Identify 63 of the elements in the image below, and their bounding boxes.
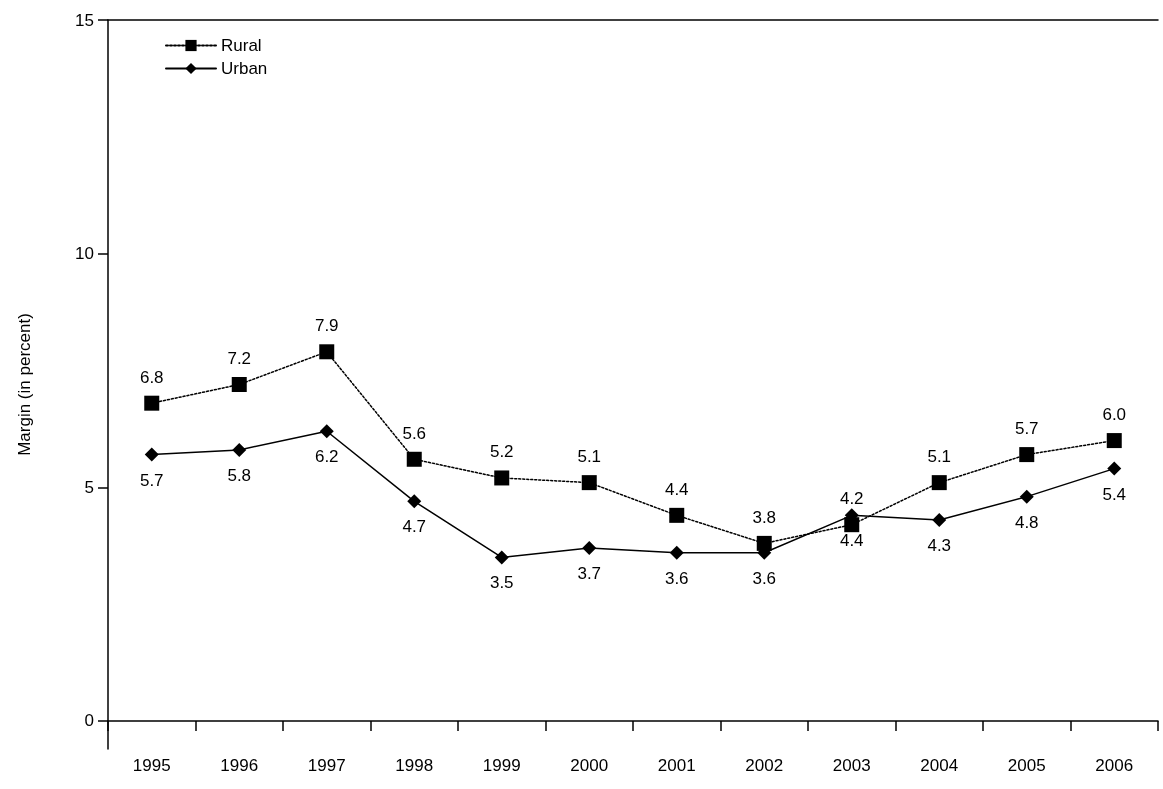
x-tick-label: 2004 <box>920 756 959 775</box>
point <box>932 513 947 528</box>
data-label: 4.2 <box>839 489 864 509</box>
data-label: 6.8 <box>139 367 164 387</box>
data-label: 7.2 <box>227 349 252 368</box>
data-label: 5.8 <box>227 465 252 485</box>
data-label: 3.6 <box>664 568 689 588</box>
data-label: 3.5 <box>489 573 514 593</box>
y-tick-label: 10 <box>75 244 94 264</box>
point <box>144 395 160 411</box>
point <box>669 545 684 560</box>
y-tick-label: 0 <box>84 711 94 731</box>
y-tick-label: 5 <box>84 477 94 497</box>
x-tick-label: 2001 <box>657 756 696 775</box>
point <box>494 470 510 486</box>
point <box>581 475 597 491</box>
x-tick-label: 1998 <box>395 756 434 775</box>
data-label: 7.9 <box>314 316 339 336</box>
point <box>669 507 685 523</box>
x-tick-label: 2005 <box>1007 756 1046 775</box>
data-label: 4.3 <box>927 536 952 556</box>
point <box>144 447 159 462</box>
data-label: 6.0 <box>1102 405 1127 425</box>
point <box>1019 447 1035 463</box>
x-tick-label: 1995 <box>132 756 171 775</box>
x-tick-label: 2000 <box>570 756 609 775</box>
point <box>1019 489 1034 504</box>
legend-label: Rural <box>221 36 262 55</box>
data-label: 5.6 <box>402 423 427 443</box>
data-label: 5.2 <box>489 442 514 462</box>
point <box>1107 461 1122 476</box>
point <box>406 451 422 467</box>
y-tick-label: 15 <box>75 10 94 30</box>
x-tick-label: 2006 <box>1095 756 1134 775</box>
data-label: 4.4 <box>839 531 864 551</box>
data-label: 5.1 <box>927 447 952 467</box>
point <box>407 494 422 509</box>
point <box>1106 433 1122 449</box>
x-tick-label: 1997 <box>307 756 346 775</box>
x-tick-label: 1999 <box>482 756 521 775</box>
data-label: 4.7 <box>402 517 427 537</box>
point <box>582 541 597 556</box>
data-label: 3.8 <box>752 507 777 527</box>
point <box>319 344 335 360</box>
data-label: 3.7 <box>577 564 602 584</box>
y-axis-title: Margin (in percent) <box>15 313 34 456</box>
x-tick-label: 1996 <box>220 756 259 775</box>
legend-label: Urban <box>221 59 268 78</box>
data-label: 5.7 <box>139 470 164 490</box>
point <box>494 550 509 565</box>
data-label: 5.1 <box>577 447 602 467</box>
data-label: 5.4 <box>1102 484 1127 504</box>
point <box>319 424 334 439</box>
data-label: 4.8 <box>1014 512 1039 532</box>
point <box>231 377 247 392</box>
point <box>931 475 947 491</box>
data-label: 5.7 <box>1014 419 1039 439</box>
point <box>232 442 247 457</box>
x-tick-label: 2003 <box>832 756 871 775</box>
data-label: 3.6 <box>752 568 777 588</box>
data-label: 4.4 <box>664 479 689 499</box>
x-tick-label: 2002 <box>745 756 784 775</box>
data-label: 6.2 <box>314 447 339 467</box>
